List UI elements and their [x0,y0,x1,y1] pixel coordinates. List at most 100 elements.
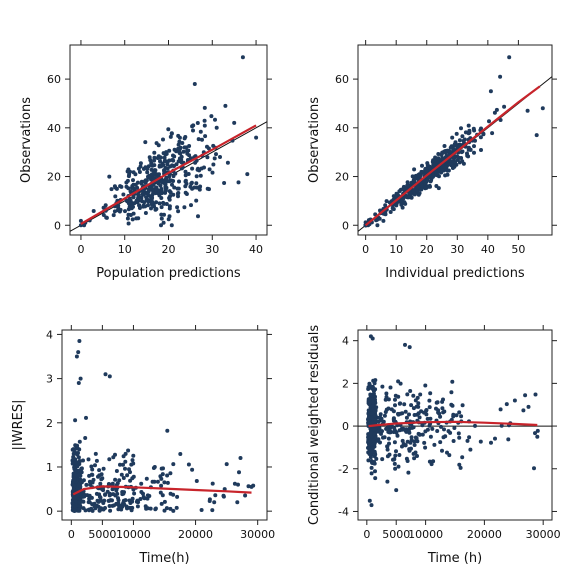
data-point [397,428,402,433]
data-point [106,482,111,486]
data-point [210,481,215,486]
data-point [189,181,194,186]
x-tick-label: 40 [249,243,263,256]
data-point [126,221,131,226]
data-point [182,205,187,210]
data-point [433,169,438,174]
data-point [120,490,125,494]
data-point [77,462,82,466]
trend-line [80,124,257,225]
data-point [131,461,136,466]
data-point [194,479,199,483]
data-point [136,166,141,171]
data-point [412,443,417,447]
data-point [506,437,511,442]
data-point [178,452,183,456]
data-point [164,506,169,511]
data-point [188,184,193,189]
data-point [183,173,188,178]
data-point [488,89,493,94]
data-point [103,506,107,510]
data-point [419,187,424,192]
data-point [416,404,421,409]
data-point [371,378,376,383]
data-point [479,148,483,152]
data-point [463,130,468,135]
data-point [198,173,203,178]
x-tick-label: 20 [162,243,176,256]
data-point [75,446,80,451]
data-point [427,459,432,464]
data-point [202,105,207,110]
data-point [90,472,95,477]
y-tick-label: -4 [338,505,349,518]
data-point [152,150,157,155]
data-point [164,176,169,181]
data-point [116,498,121,503]
data-point [139,481,144,486]
data-point [134,499,139,504]
data-point [85,493,90,498]
data-point [159,205,164,210]
data-point [236,180,241,185]
data-point [176,133,181,138]
data-point [164,202,169,206]
data-point [90,467,95,472]
data-point [442,409,447,414]
data-point [168,506,173,511]
data-point [393,397,397,402]
data-point [391,409,396,414]
data-point [370,336,375,341]
data-point [94,458,99,463]
data-point [452,426,457,430]
data-point [459,156,464,160]
data-point [118,462,122,467]
data-point [412,167,417,172]
data-point [415,439,420,444]
data-point [523,393,528,398]
x-tick-label: 30000 [240,528,275,541]
data-point [106,498,111,503]
data-point [87,479,92,484]
data-point [369,430,374,435]
data-point [70,500,75,505]
data-point [369,465,374,470]
data-point [171,492,176,497]
data-point [368,455,373,460]
data-point [236,482,240,487]
data-point [143,140,148,145]
data-point [457,462,462,467]
data-point [420,432,425,437]
data-point [472,150,476,155]
data-point [440,168,445,173]
data-point [436,156,441,161]
data-point [429,178,434,183]
data-point [512,398,517,403]
data-point [384,199,389,204]
data-point [171,192,176,197]
data-point [145,166,150,171]
data-point [387,430,392,435]
data-point [128,470,132,475]
data-point [169,131,174,136]
data-point [498,407,503,412]
data-point [76,455,81,460]
data-point [125,473,130,478]
data-point [382,413,387,418]
data-point [534,133,539,138]
data-point [83,436,88,440]
data-point [144,476,149,481]
data-point [224,462,229,467]
data-point [411,188,416,193]
data-point [108,508,113,513]
data-point [183,169,188,174]
data-point [366,408,371,413]
data-point [78,484,83,489]
data-point [176,142,181,147]
data-point [138,497,143,501]
y-tick-label: 20 [335,171,349,184]
data-point [457,435,462,440]
data-point [420,170,425,174]
plot-area [358,334,552,508]
x-tick-label: 0 [68,528,75,541]
